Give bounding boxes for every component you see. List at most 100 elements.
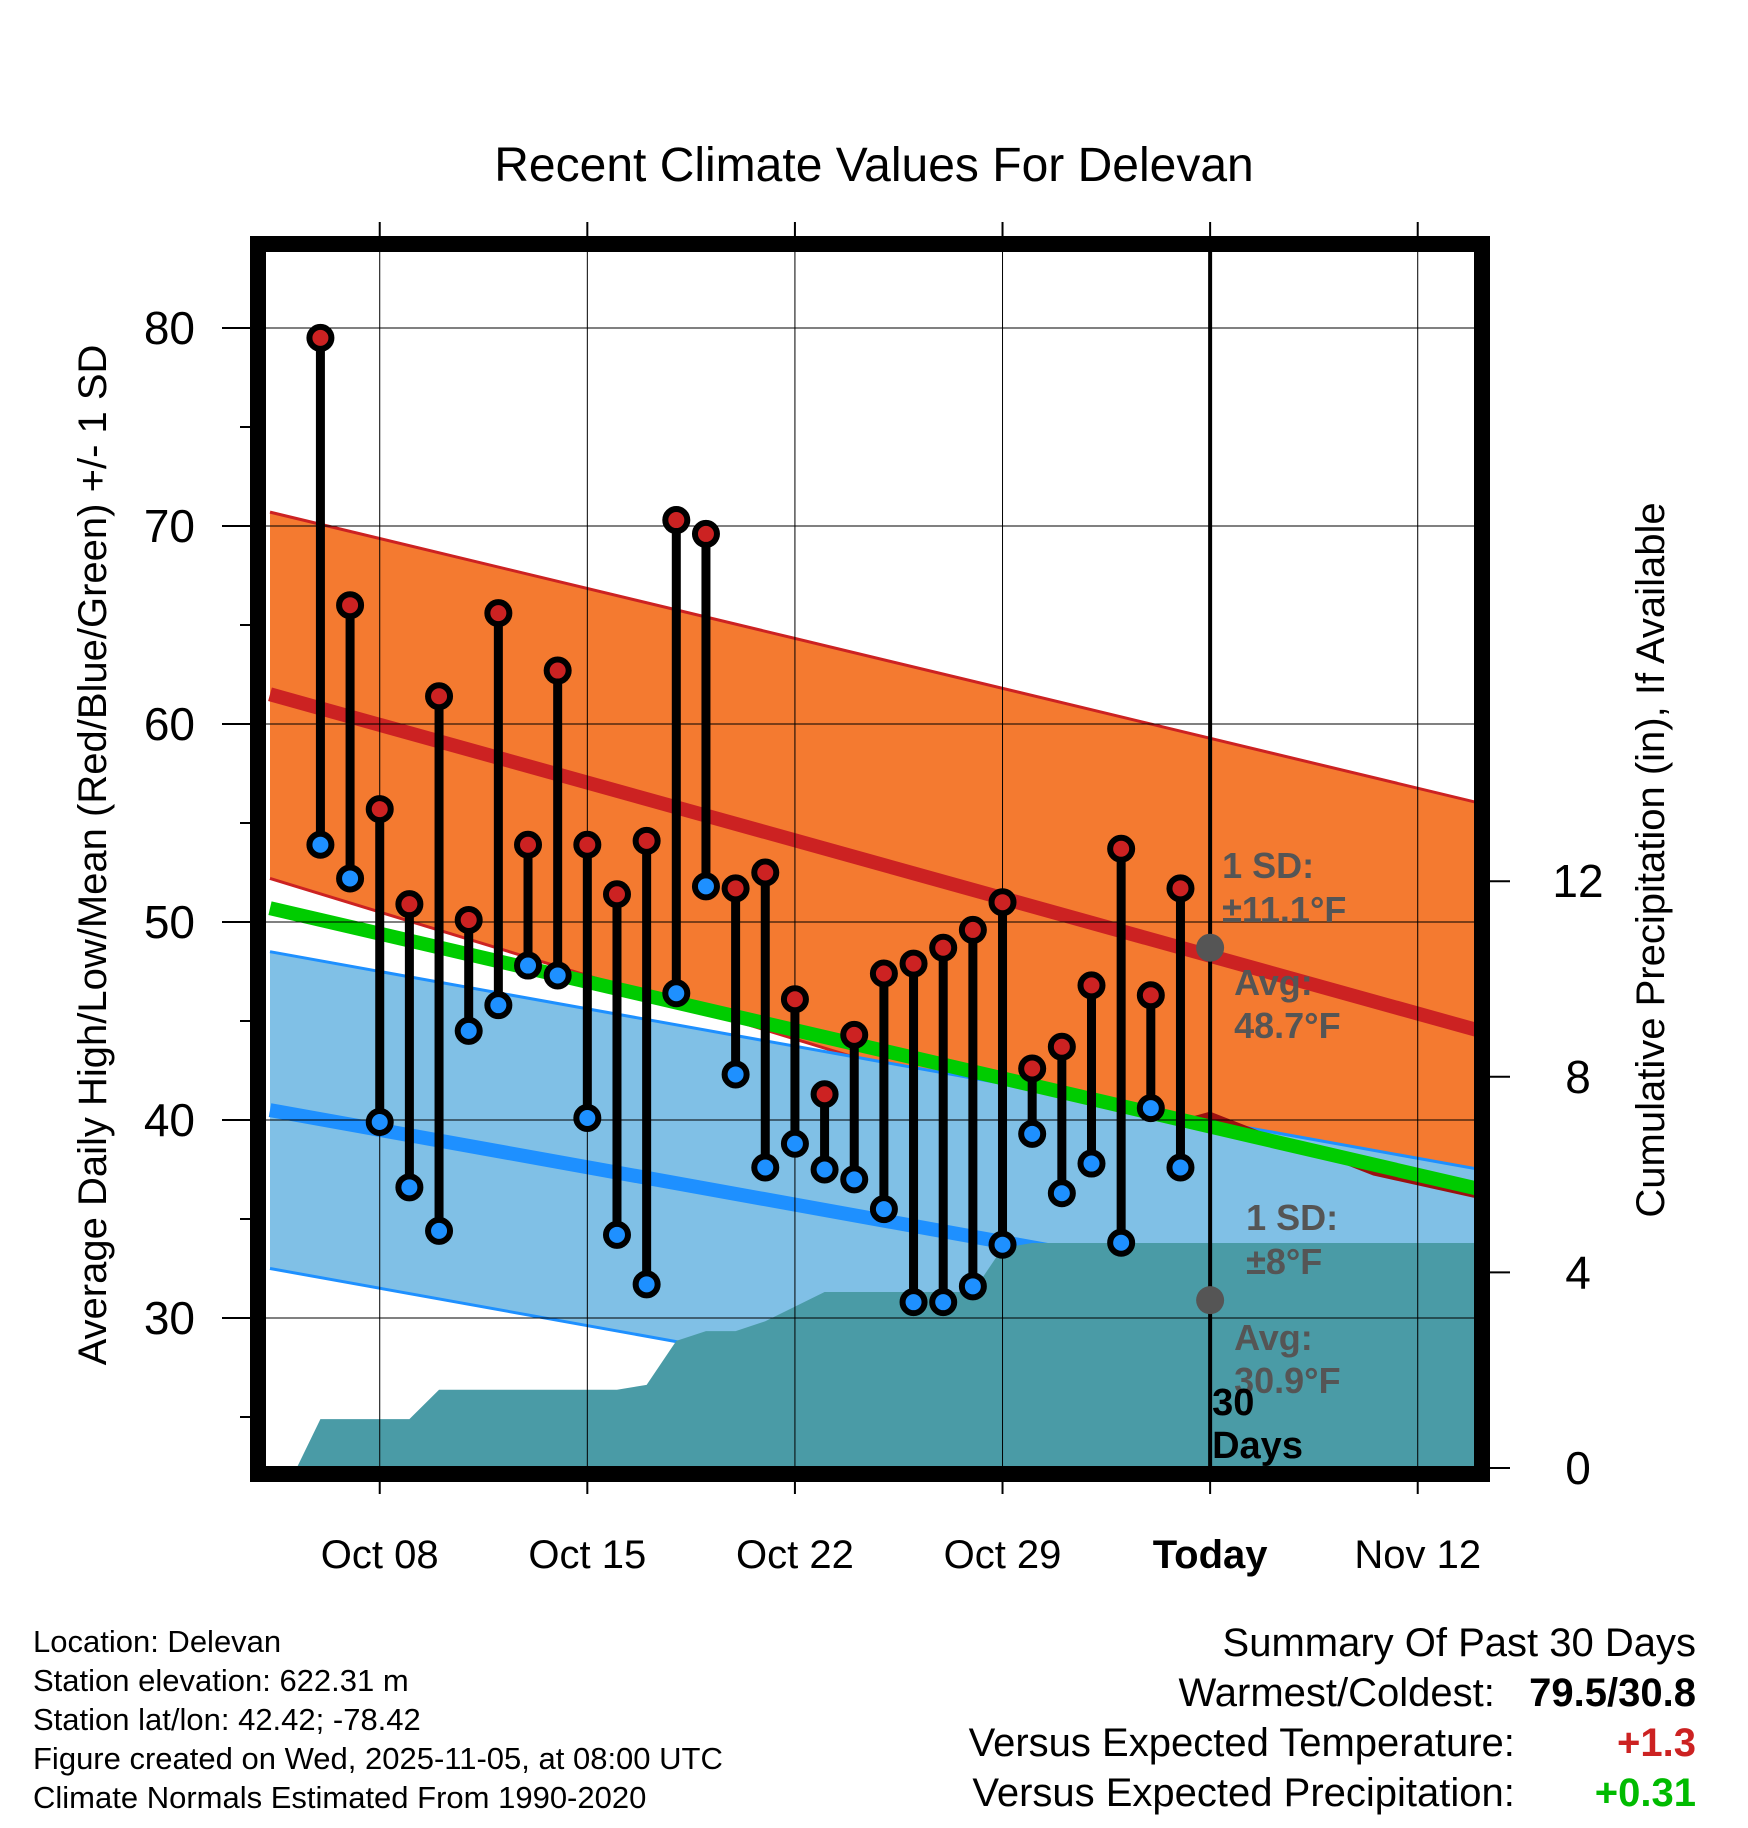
x-tick-label: Oct 29 (944, 1533, 1062, 1577)
low-point (1136, 1094, 1165, 1123)
created-label: Figure created on Wed, 2025-11-05, at 08… (33, 1741, 723, 1776)
high-point (899, 949, 928, 978)
low-point (632, 1270, 661, 1299)
days-count-label: 30 (1212, 1382, 1254, 1424)
high-point (840, 1020, 869, 1049)
low-point (1107, 1228, 1136, 1257)
low-point (484, 991, 513, 1020)
low-point (365, 1107, 394, 1136)
summary-precip-row: Versus Expected Precipitation: +0.31 (969, 1768, 1696, 1818)
days-unit-label: Days (1212, 1425, 1303, 1467)
low-point (929, 1288, 958, 1317)
x-tick-label: Nov 12 (1354, 1533, 1481, 1577)
high-point (721, 874, 750, 903)
location-info: Location: Delevan Station elevation: 622… (33, 1622, 723, 1817)
climate-chart: Oct 08 Oct 15 Oct 22 Oct 29 Today Nov 1230405… (71, 222, 1673, 1577)
high-sd-upper-line (269, 510, 1476, 804)
low-point (691, 872, 720, 901)
high-point (454, 906, 483, 935)
low-point (454, 1016, 483, 1045)
low-point (840, 1165, 869, 1194)
low-point (721, 1060, 750, 1089)
y-tick-label: 60 (144, 698, 195, 750)
low-point (662, 979, 691, 1008)
low-point (869, 1195, 898, 1224)
low-point (573, 1104, 602, 1133)
y-tick-label: 30 (144, 1292, 195, 1344)
high-point (1166, 874, 1195, 903)
y2-tick-label: 12 (1552, 855, 1603, 907)
precip-label: Versus Expected Precipitation: (972, 1771, 1515, 1815)
location-label: Location: Delevan (33, 1624, 282, 1659)
temp-label: Versus Expected Temperature: (968, 1721, 1515, 1765)
high-point (1107, 834, 1136, 863)
high-point (810, 1080, 839, 1109)
high-point (1047, 1032, 1076, 1061)
y-tick-label: 50 (144, 896, 195, 948)
x-tick-label: Today (1153, 1533, 1269, 1577)
low-point (780, 1129, 809, 1158)
low-point (1077, 1149, 1106, 1178)
high-point (662, 506, 691, 535)
high-point (988, 888, 1017, 917)
low-point (306, 830, 335, 859)
y2-tick-label: 0 (1565, 1442, 1591, 1494)
high-point (780, 985, 809, 1014)
x-tick-label: Oct 15 (528, 1533, 646, 1577)
low-point (336, 864, 365, 893)
low-point (899, 1288, 928, 1317)
high-point (395, 890, 424, 919)
low-point (425, 1216, 454, 1245)
y-tick-label: 80 (144, 302, 195, 354)
high-avg-marker (1196, 933, 1225, 962)
plot-area (264, 250, 1476, 1468)
high-avg-label: Avg: (1234, 962, 1313, 1003)
high-point (602, 880, 631, 909)
low-point (602, 1220, 631, 1249)
summary-panel: Summary Of Past 30 Days Warmest/Coldest:… (969, 1618, 1696, 1818)
y2-tick-label: 8 (1565, 1051, 1591, 1103)
low-point (988, 1230, 1017, 1259)
y-tick-label: 70 (144, 500, 195, 552)
low-point (1047, 1179, 1076, 1208)
high-point (1018, 1054, 1047, 1083)
cumulative-precip-area (296, 1243, 1476, 1468)
temp-value: +1.3 (1617, 1721, 1696, 1765)
low-point (514, 951, 543, 980)
high-sd-value: ±11.1°F (1222, 889, 1346, 930)
low-point (395, 1173, 424, 1202)
summary-temp-row: Versus Expected Temperature: +1.3 (969, 1718, 1696, 1768)
low-point (751, 1153, 780, 1182)
warmest-label: Warmest/Coldest: (1178, 1671, 1495, 1715)
normal-high-line (268, 687, 1476, 1038)
low-point (543, 961, 572, 990)
high-sd-label: 1 SD: (1222, 845, 1314, 886)
low-point (1018, 1119, 1047, 1148)
high-sd-band (270, 512, 1476, 1248)
normals-label: Climate Normals Estimated From 1990-2020 (33, 1780, 647, 1815)
high-point (573, 830, 602, 859)
x-tick-label: Oct 22 (736, 1533, 854, 1577)
high-point (514, 830, 543, 859)
high-point (484, 599, 513, 628)
y-tick-label: 40 (144, 1094, 195, 1146)
summary-heading: Summary Of Past 30 Days (1222, 1621, 1696, 1665)
low-point (810, 1155, 839, 1184)
y2-axis-label: Cumulative Precipitation (in), If Availa… (1629, 502, 1673, 1217)
summary-warmest-row: Warmest/Coldest: 79.5/30.8 (969, 1668, 1697, 1718)
high-avg-value: 48.7°F (1234, 1005, 1340, 1046)
low-point (1166, 1153, 1195, 1182)
y2-tick-label: 4 (1565, 1246, 1591, 1298)
chart-title: Recent Climate Values For Delevan (494, 139, 1254, 192)
low-avg-value: 30.9°F (1234, 1360, 1340, 1401)
warmest-value: 79.5/30.8 (1529, 1671, 1696, 1715)
latlon-label: Station lat/lon: 42.42; -78.42 (33, 1702, 421, 1737)
precip-value: +0.31 (1594, 1771, 1696, 1815)
high-point (958, 915, 987, 944)
x-tick-label: Oct 08 (321, 1533, 439, 1577)
high-point (365, 795, 394, 824)
low-sd-value: ±8°F (1246, 1241, 1322, 1282)
high-point (691, 519, 720, 548)
high-point (929, 933, 958, 962)
high-point (1077, 971, 1106, 1000)
